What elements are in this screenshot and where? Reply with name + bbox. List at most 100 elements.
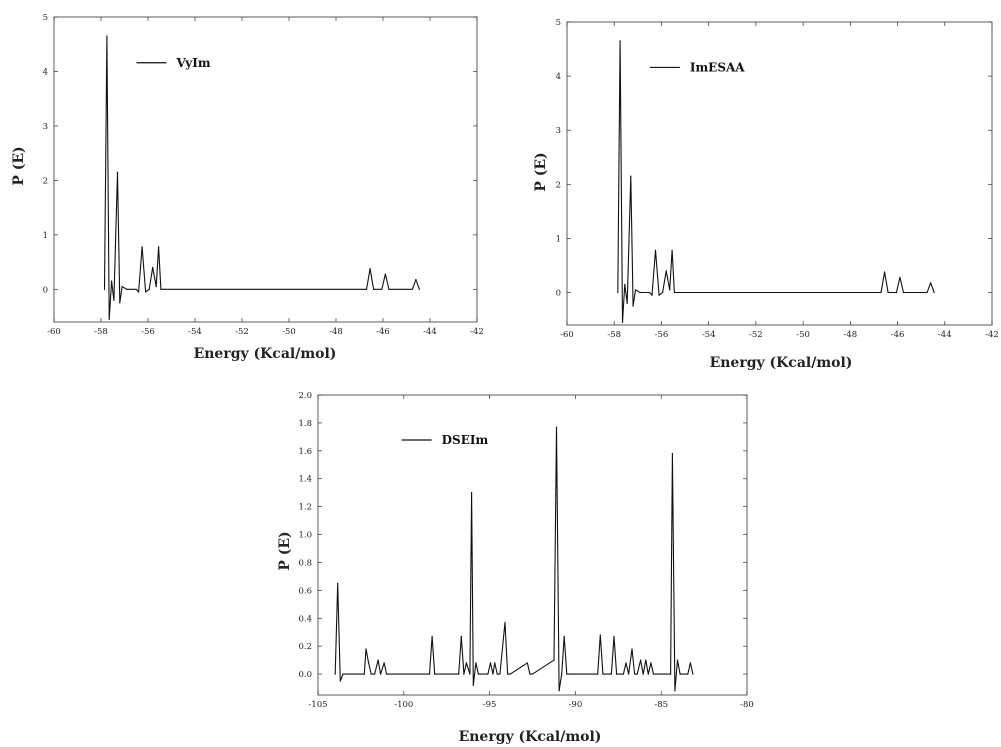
data-point	[634, 289, 637, 291]
data-point	[148, 288, 150, 290]
data-point	[110, 280, 113, 282]
x-tick-label: -60	[560, 330, 574, 340]
data-point	[381, 288, 383, 290]
data-point	[365, 648, 367, 650]
data-point	[469, 673, 471, 675]
data-point	[126, 288, 128, 290]
x-tick-label: -54	[188, 327, 202, 337]
data-point	[434, 673, 436, 675]
data-point	[613, 635, 615, 637]
data-point	[926, 291, 928, 294]
y-tick-label: 1.8	[298, 419, 312, 429]
data-point	[558, 690, 560, 692]
data-point	[671, 249, 673, 251]
data-point	[883, 271, 886, 273]
data-point	[677, 291, 679, 294]
data-point	[383, 662, 385, 664]
y-tick-label: 0	[43, 285, 48, 295]
data-point	[487, 673, 489, 675]
data-point	[669, 289, 671, 291]
data-point	[531, 673, 534, 675]
data-point	[640, 659, 642, 661]
y-tick-label: 0.2	[298, 642, 312, 652]
y-tick-label: 2	[43, 176, 48, 186]
data-point	[650, 662, 652, 664]
data-point	[563, 635, 565, 637]
data-point	[617, 291, 619, 294]
series-line-imesaa	[617, 40, 935, 323]
y-tick-label: 1	[556, 234, 561, 244]
data-point	[555, 426, 558, 428]
data-point	[108, 318, 110, 320]
series-line-dseim	[334, 426, 694, 692]
data-point	[458, 673, 460, 675]
data-point	[676, 659, 679, 661]
data-point	[388, 673, 390, 675]
data-point	[334, 673, 336, 675]
data-point	[687, 673, 689, 675]
y-tick-label: 5	[43, 13, 48, 23]
y-tick-label: 1.4	[298, 475, 312, 485]
data-point	[499, 673, 501, 675]
data-point	[597, 673, 599, 675]
data-point	[116, 171, 119, 173]
y-tick-label: 0.6	[298, 586, 312, 596]
data-point	[649, 291, 651, 294]
data-point	[369, 268, 371, 270]
data-point	[428, 673, 431, 675]
data-point	[106, 35, 108, 37]
data-point	[384, 273, 386, 275]
data-point	[492, 673, 494, 675]
data-point	[615, 673, 618, 675]
data-point	[647, 673, 649, 675]
y-tick-label: 0.4	[298, 614, 312, 624]
data-point	[472, 684, 474, 686]
data-point	[431, 635, 433, 637]
y-tick-label: 3	[556, 126, 561, 136]
x-tick-label: -58	[94, 327, 108, 337]
data-point	[930, 282, 932, 284]
data-point	[610, 673, 613, 675]
data-point	[655, 673, 657, 675]
data-point	[621, 321, 624, 323]
x-tick-label: -50	[282, 327, 296, 337]
x-tick-label: -54	[702, 330, 716, 340]
x-tick-label: -46	[891, 330, 905, 340]
data-point	[119, 302, 121, 304]
x-tick-label: -80	[740, 700, 754, 710]
plot-frame	[566, 21, 993, 326]
y-axis-label: P (E)	[277, 531, 293, 571]
chart-panel-imesaa: -60 -58 -56 -54 -52 -50 -48 -46 -44 -42 0 1 2 3 4 5 ImES…	[500, 0, 1001, 375]
x-tick-label: -60	[47, 327, 61, 337]
data-point	[460, 635, 462, 637]
chart-svg-dseim: -105 -100 -95 -90 -85 -80 0.0 0.2 0.4 0.6 0.8 1.0 1.…	[298, 391, 753, 710]
x-axis-label: Energy (Kcal/mol)	[458, 729, 602, 745]
data-point	[135, 288, 137, 290]
data-point	[141, 246, 143, 248]
data-point	[673, 291, 676, 294]
data-point	[465, 662, 468, 664]
y-tick-label: 5	[556, 18, 561, 28]
x-tick-label: -52	[235, 327, 249, 337]
data-point	[887, 291, 889, 294]
y-axis-label: P (E)	[533, 152, 549, 192]
y-tick-label: 4	[43, 67, 48, 77]
data-point	[622, 673, 625, 675]
data-point	[632, 305, 634, 307]
data-point	[619, 40, 621, 42]
chart-svg-vyim: -60 -58 -56 -54 -52 -50 -48 -46 -44 -42 0 1 2 3 4 5 VyIm	[43, 13, 484, 337]
y-tick-label: 1.0	[298, 531, 312, 541]
data-point	[113, 299, 115, 301]
data-point	[388, 288, 390, 290]
data-point	[679, 673, 681, 675]
data-point	[895, 291, 897, 294]
y-axis-label: P (E)	[11, 146, 27, 186]
data-point	[415, 278, 417, 281]
data-point	[658, 294, 660, 296]
chart-panel-dseim: -105 -100 -95 -90 -85 -80 0.0 0.2 0.4 0.6 0.8 1.0 1.…	[250, 380, 754, 747]
data-point	[529, 673, 531, 675]
chart-svg-imesaa: -60 -58 -56 -54 -52 -50 -48 -46 -44 -42 0 1 2 3 4 5 ImES…	[556, 18, 999, 340]
data-point	[642, 673, 644, 675]
x-tick-label: -85	[654, 700, 668, 710]
data-point	[337, 582, 339, 584]
